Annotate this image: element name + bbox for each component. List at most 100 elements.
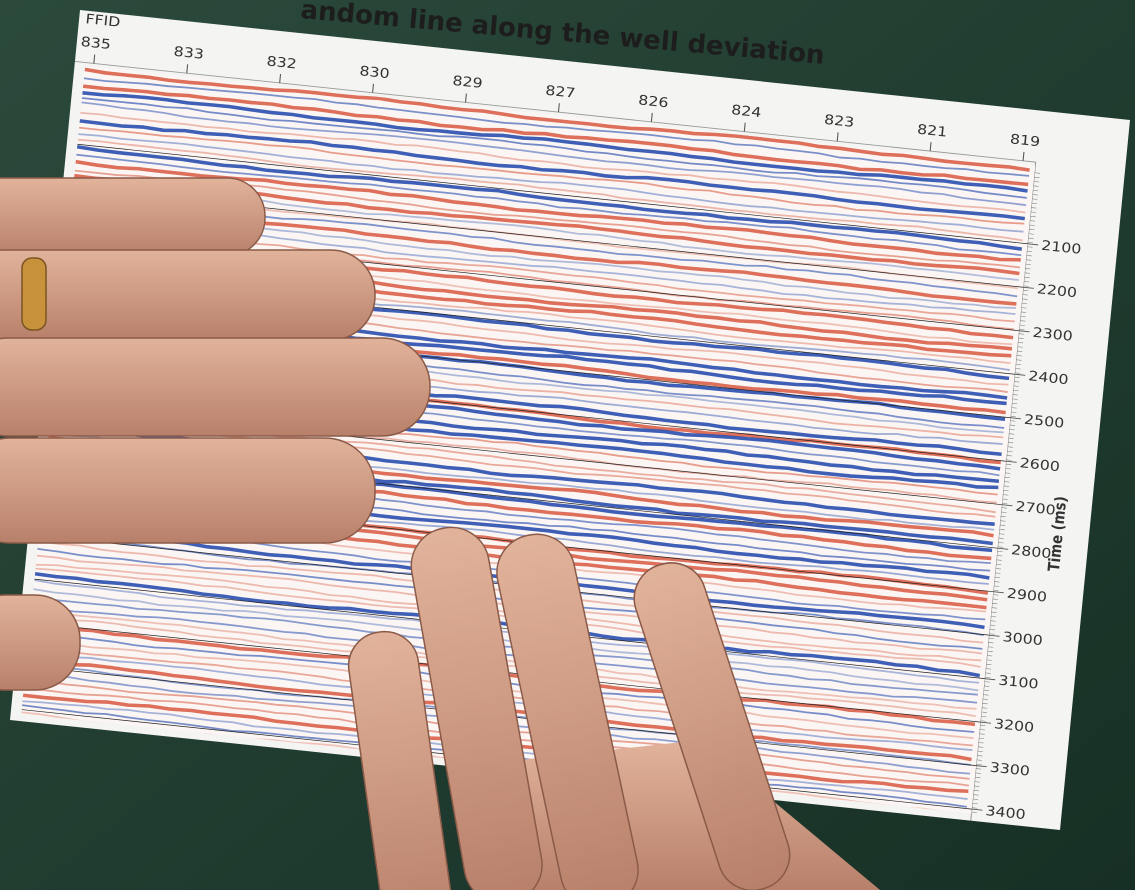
minor-tick bbox=[986, 663, 992, 666]
minor-tick bbox=[990, 620, 996, 622]
minor-tick bbox=[982, 698, 989, 700]
minor-tick bbox=[981, 707, 988, 709]
minor-tick bbox=[975, 772, 981, 774]
minor-tick bbox=[978, 746, 984, 748]
axis-line bbox=[74, 61, 1036, 163]
tick-mark bbox=[988, 634, 1000, 637]
top-tick-label: 819 bbox=[1009, 131, 1041, 150]
minor-tick bbox=[984, 676, 991, 679]
minor-tick bbox=[991, 607, 998, 609]
minor-tick bbox=[1014, 381, 1020, 383]
minor-tick bbox=[973, 794, 979, 796]
right-tick-label: 2400 bbox=[1028, 368, 1070, 388]
minor-tick bbox=[1019, 329, 1025, 331]
minor-tick bbox=[989, 629, 995, 631]
minor-tick bbox=[977, 750, 983, 752]
left-hand bbox=[0, 177, 431, 691]
minor-tick bbox=[1012, 394, 1019, 396]
top-tick-label: 824 bbox=[730, 102, 762, 121]
tick-mark bbox=[971, 808, 983, 811]
thumb bbox=[347, 630, 452, 890]
minor-tick bbox=[996, 555, 1003, 557]
minor-tick bbox=[1013, 389, 1019, 392]
minor-tick bbox=[1014, 372, 1021, 374]
minor-tick bbox=[1023, 281, 1030, 283]
minor-tick bbox=[972, 798, 979, 800]
minor-tick bbox=[1008, 433, 1015, 435]
minor-tick bbox=[1028, 237, 1034, 239]
minor-tick bbox=[993, 585, 1000, 587]
minor-tick bbox=[1032, 194, 1038, 196]
tick-mark bbox=[464, 93, 467, 103]
minor-tick bbox=[981, 711, 987, 713]
minor-tick bbox=[1005, 463, 1012, 465]
top-axis-label: FFID bbox=[85, 11, 121, 30]
minor-tick bbox=[1020, 316, 1026, 318]
right-hand bbox=[347, 526, 880, 890]
minor-tick bbox=[1027, 246, 1033, 248]
tick-mark bbox=[1006, 460, 1017, 463]
seismic-event bbox=[79, 119, 1026, 221]
seismic-event bbox=[34, 579, 980, 684]
seismic-event bbox=[78, 126, 1025, 225]
tick-mark bbox=[1019, 330, 1030, 333]
minor-tick bbox=[997, 546, 1004, 548]
minor-tick bbox=[1003, 489, 1009, 492]
right-tick-label: 3300 bbox=[989, 760, 1031, 780]
minor-tick bbox=[1031, 207, 1037, 209]
minor-tick bbox=[973, 790, 980, 792]
minor-tick bbox=[992, 598, 998, 600]
minor-tick bbox=[992, 603, 998, 605]
minor-tick bbox=[996, 559, 1002, 561]
minor-tick bbox=[1002, 498, 1008, 500]
top-tick-label: 823 bbox=[823, 112, 855, 131]
minor-tick bbox=[1015, 363, 1022, 365]
minor-tick bbox=[982, 703, 988, 705]
finger bbox=[0, 249, 376, 341]
seismic-event bbox=[81, 101, 1027, 207]
top-tick-label: 835 bbox=[80, 34, 112, 53]
seismic-event bbox=[76, 145, 1023, 251]
minor-tick bbox=[979, 733, 985, 735]
minor-tick bbox=[1006, 455, 1013, 457]
minor-tick bbox=[976, 763, 982, 766]
minor-tick bbox=[1026, 255, 1032, 257]
minor-tick bbox=[1005, 472, 1011, 474]
minor-tick bbox=[1029, 220, 1036, 222]
minor-tick bbox=[987, 655, 993, 657]
minor-tick bbox=[1011, 402, 1018, 405]
minor-tick bbox=[1029, 224, 1035, 226]
seismic-event bbox=[80, 112, 1026, 214]
minor-tick bbox=[1000, 520, 1006, 522]
right-tick-label: 2300 bbox=[1032, 325, 1074, 345]
minor-tick bbox=[975, 776, 981, 779]
minor-tick bbox=[1021, 302, 1028, 305]
minor-tick bbox=[1001, 507, 1007, 509]
minor-tick bbox=[998, 537, 1004, 539]
minor-tick bbox=[1034, 172, 1040, 174]
tick-mark bbox=[1010, 417, 1022, 420]
seismic-event bbox=[32, 597, 978, 696]
minor-tick bbox=[1011, 407, 1017, 409]
minor-tick bbox=[996, 563, 1002, 565]
right-tick-label: 2100 bbox=[1040, 238, 1082, 258]
right-tick-label: 3000 bbox=[1002, 629, 1044, 649]
tick-mark bbox=[1027, 243, 1039, 246]
minor-tick bbox=[1003, 485, 1010, 487]
minor-tick bbox=[1022, 294, 1028, 296]
minor-tick bbox=[1008, 437, 1014, 439]
minor-tick bbox=[1033, 185, 1039, 187]
tick-mark bbox=[650, 112, 653, 122]
minor-tick bbox=[977, 755, 983, 757]
right-tick-label: 2700 bbox=[1015, 499, 1057, 519]
minor-tick bbox=[988, 642, 994, 644]
minor-tick bbox=[997, 550, 1003, 552]
right-tick-label: 3100 bbox=[998, 673, 1040, 693]
tick-mark bbox=[1023, 286, 1034, 289]
tick-mark bbox=[743, 122, 746, 132]
minor-tick bbox=[984, 681, 990, 683]
right-tick-label: 2500 bbox=[1023, 412, 1065, 432]
finger bbox=[0, 337, 431, 437]
